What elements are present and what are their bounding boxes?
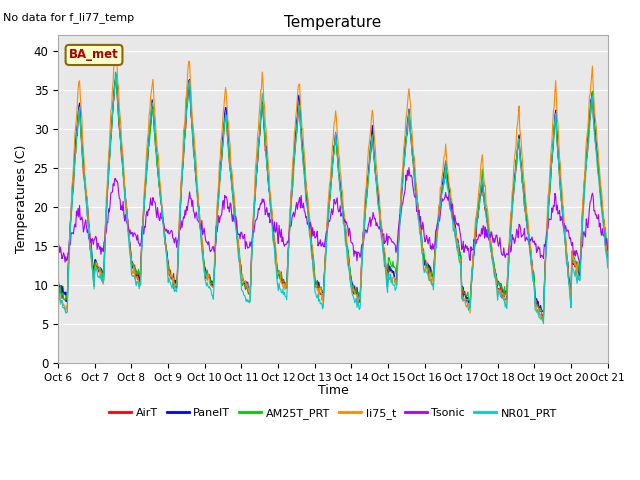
Text: No data for f_li77_temp: No data for f_li77_temp — [3, 12, 134, 23]
Y-axis label: Temperatures (C): Temperatures (C) — [15, 145, 28, 253]
Text: BA_met: BA_met — [69, 48, 119, 61]
Title: Temperature: Temperature — [284, 15, 381, 30]
Legend: AirT, PanelT, AM25T_PRT, li75_t, Tsonic, NR01_PRT: AirT, PanelT, AM25T_PRT, li75_t, Tsonic,… — [104, 403, 561, 423]
X-axis label: Time: Time — [317, 384, 348, 397]
